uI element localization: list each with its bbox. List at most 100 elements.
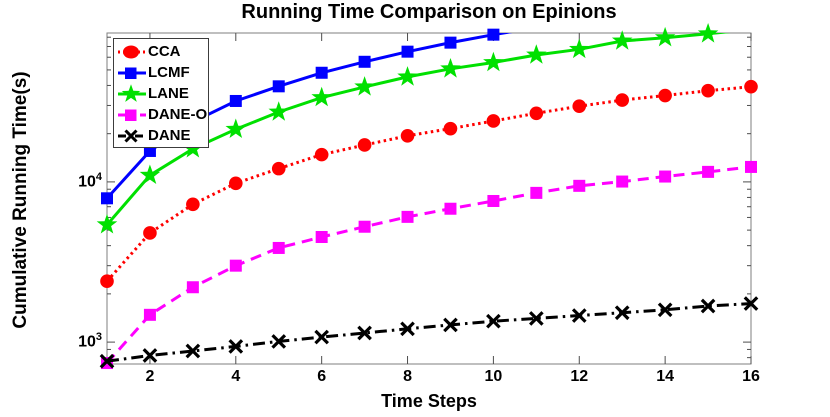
data-point-circle [744, 79, 758, 94]
data-point-star [569, 38, 590, 59]
data-point-square [444, 36, 457, 49]
data-point-x [314, 329, 329, 345]
data-point-circle [143, 226, 157, 240]
data-point-square [745, 160, 757, 173]
data-point-square [101, 192, 113, 205]
data-point-square [616, 175, 629, 188]
series-line-dane [107, 302, 751, 363]
lcmf-legend-marker-icon [118, 67, 146, 79]
series-dane-o [101, 160, 757, 370]
y-axis-label: Cumulative Running Time(s) [10, 71, 31, 329]
y-tick-label: 103 [78, 331, 102, 351]
series-line-cca [107, 85, 751, 283]
data-point-square [272, 80, 285, 93]
data-point-star [225, 118, 247, 138]
data-point-square [487, 28, 500, 41]
data-point-square [358, 220, 371, 233]
data-point-square [229, 94, 242, 107]
data-point-circle [529, 106, 544, 121]
data-point-circle [271, 161, 286, 176]
data-point-x [529, 311, 544, 326]
legend-label-dane: DANE [148, 127, 191, 144]
lane-legend-marker-icon [118, 83, 146, 102]
legend-label-dane-o: DANE-O [148, 106, 208, 123]
data-point-circle [443, 121, 458, 136]
data-point-star [268, 101, 289, 121]
data-point-circle [658, 88, 672, 103]
data-point-star [397, 66, 418, 86]
series-line-dane-o [107, 165, 751, 364]
x-tick-label: 6 [317, 368, 327, 385]
legend-row-lcmf: LCMF [117, 62, 208, 83]
x-tick-label: 12 [570, 368, 589, 385]
data-point-circle [186, 197, 200, 212]
data-point-circle [486, 114, 501, 128]
data-point-square [229, 259, 242, 272]
legend-box: CCA LCMF LANE DANE-O DANE [113, 38, 209, 148]
legend-label-cca: CCA [148, 43, 181, 60]
series-lane [96, 23, 731, 234]
data-point-square [186, 281, 199, 294]
x-tick-label: 16 [742, 368, 760, 385]
data-point-star [611, 30, 633, 50]
series-dane [99, 296, 759, 369]
data-point-square [272, 241, 285, 254]
data-point-x [486, 313, 501, 329]
data-point-square [702, 165, 715, 178]
data-point-star [526, 44, 547, 64]
data-point-x [271, 334, 287, 349]
data-point-square [530, 186, 543, 199]
data-point-square [573, 179, 586, 192]
data-point-circle [357, 138, 372, 152]
data-point-x [400, 321, 415, 337]
data-point-x [700, 298, 716, 314]
legend-label-lane: LANE [148, 85, 189, 102]
data-point-x [743, 296, 759, 311]
data-point-x [142, 348, 158, 363]
data-point-star [311, 86, 332, 107]
dane-legend-marker-icon [118, 128, 146, 143]
data-point-star [697, 23, 719, 43]
data-point-x [185, 343, 201, 359]
data-point-square [401, 45, 414, 58]
data-point-square [315, 66, 328, 79]
legend-label-lcmf: LCMF [148, 64, 190, 81]
data-point-circle [229, 176, 243, 191]
series-line-lane [107, 33, 731, 226]
data-point-x [571, 308, 587, 323]
data-point-square [401, 210, 414, 223]
y-tick-label: 104 [78, 170, 102, 191]
data-point-square [315, 230, 328, 243]
data-point-star [440, 58, 461, 78]
data-point-star [483, 51, 504, 72]
data-point-star [96, 214, 118, 234]
data-point-circle [400, 128, 415, 143]
data-point-x [357, 325, 372, 341]
data-point-star [139, 164, 161, 184]
legend-row-cca: CCA [117, 41, 208, 62]
cca-legend-marker-icon [118, 45, 146, 58]
data-point-circle [615, 93, 629, 107]
dane-o-legend-marker-icon [118, 109, 146, 121]
x-axis-label: Time Steps [381, 391, 477, 411]
x-tick-label: 8 [403, 368, 412, 385]
data-point-square [358, 55, 371, 68]
data-point-star [654, 26, 676, 47]
data-point-circle [314, 147, 329, 162]
x-tick-label: 14 [656, 368, 675, 385]
chart-title: Running Time Comparison on Epinions [241, 1, 617, 23]
data-point-square [487, 194, 500, 207]
data-point-x [443, 317, 458, 333]
data-point-x [657, 302, 673, 318]
data-point-star [354, 76, 375, 96]
data-point-circle [701, 83, 715, 98]
data-point-square [444, 202, 457, 215]
x-tick-label: 10 [484, 368, 503, 385]
data-point-x [99, 353, 115, 369]
x-tick-label: 2 [145, 368, 155, 385]
data-point-x [228, 339, 244, 354]
legend-row-dane-o: DANE-O [117, 104, 208, 125]
data-point-circle [100, 274, 114, 288]
